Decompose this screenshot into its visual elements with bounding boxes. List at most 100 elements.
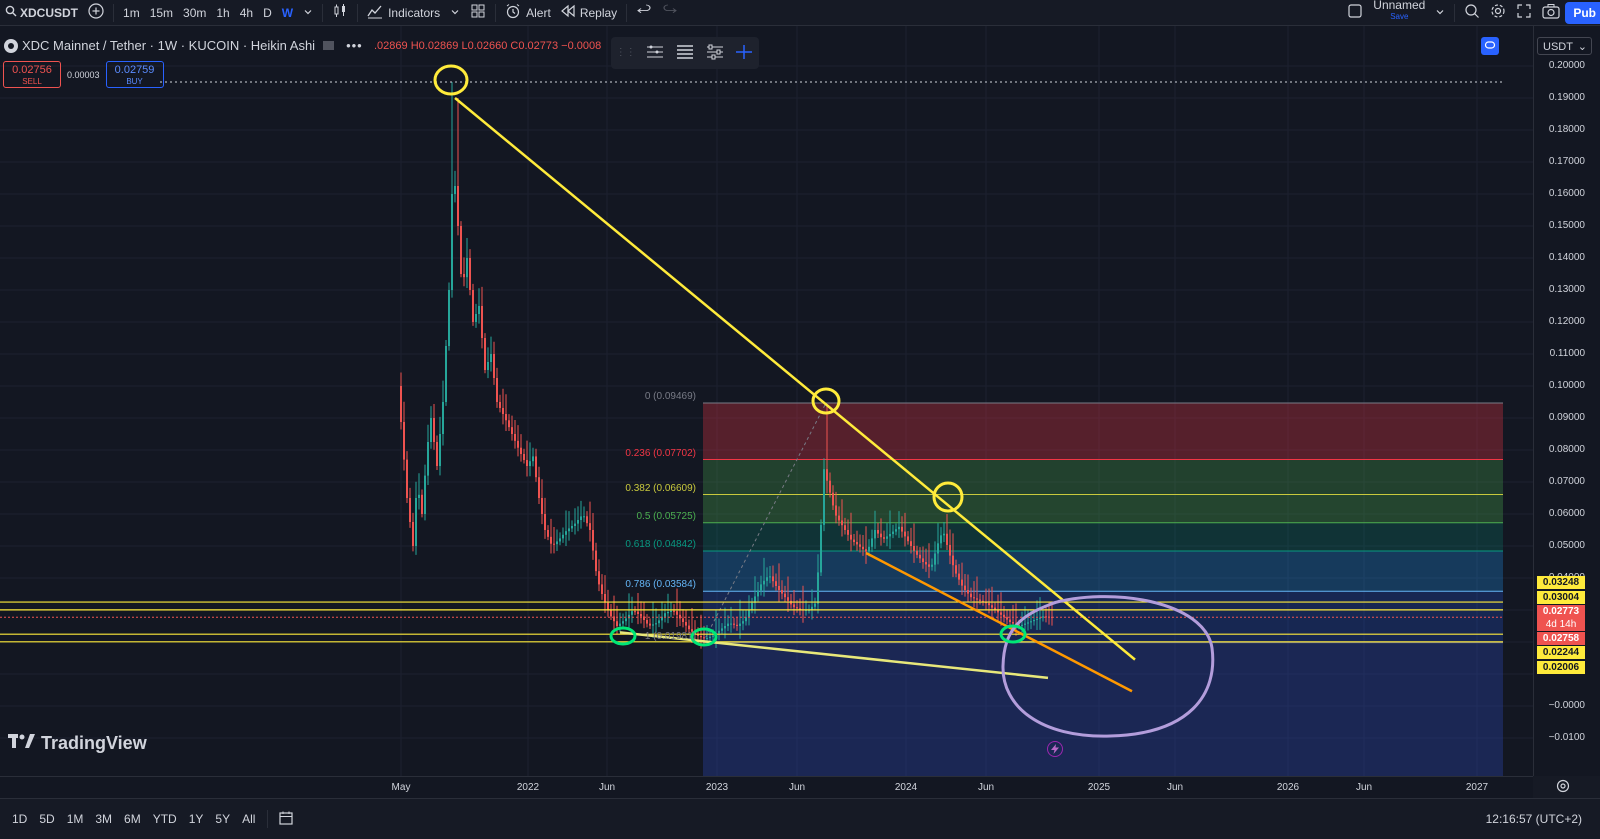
candle-body [583, 516, 585, 518]
clock[interactable]: 12:16:57 (UTC+2) [1485, 812, 1582, 826]
candle-body [760, 584, 762, 591]
candle-body [442, 402, 444, 434]
range-1d[interactable]: 1D [12, 812, 28, 826]
candle-body [595, 550, 597, 572]
range-3m[interactable]: 3M [95, 812, 113, 826]
candle-body [844, 525, 846, 530]
range-5d[interactable]: 5D [39, 812, 55, 826]
fullscreen-button[interactable] [1511, 0, 1537, 25]
divider [113, 3, 115, 22]
candle-body [979, 599, 981, 601]
crosshair-icon[interactable] [734, 44, 754, 63]
candle-body [748, 610, 750, 618]
lines-icon[interactable] [675, 44, 695, 63]
price-tick-label: 0.12000 [1548, 316, 1585, 327]
symbol-legend[interactable]: XDC Mainnet / Tether · 1W · KUCOIN · Hei… [4, 38, 363, 53]
quick-search-button[interactable] [1459, 0, 1485, 25]
fib-level-label: 0.5 (0.05725) [636, 510, 697, 522]
redo-button[interactable] [657, 0, 683, 25]
candle-body [865, 549, 867, 552]
eye-icon[interactable] [323, 41, 335, 50]
range-6m[interactable]: 6M [124, 812, 141, 826]
fib-settings-icon[interactable] [705, 44, 725, 63]
replay-button[interactable]: Replay [556, 0, 622, 25]
templates-button[interactable] [465, 0, 491, 25]
auto-scale-button[interactable] [1481, 37, 1499, 55]
price-tick-label: 0.11000 [1549, 348, 1585, 359]
time-axis-settings-button[interactable] [1556, 779, 1570, 796]
tf-1h[interactable]: 1h [216, 5, 230, 20]
fib-level-label: 0.786 (0.03584) [625, 579, 696, 591]
candle-body [793, 604, 795, 608]
indicators-label: Indicators [388, 5, 441, 20]
layout-dropdown[interactable] [1430, 0, 1450, 25]
tf-30m[interactable]: 30m [183, 5, 207, 20]
candle-body [856, 542, 858, 545]
bottom-toolbar: 1D 5D 1M 3M 6M YTD 1Y 5Y All 12:16:57 (U… [0, 798, 1600, 839]
drag-handle-icon[interactable]: ⋮⋮ [615, 47, 636, 58]
tradingview-logo: TradingView [8, 733, 147, 754]
candle-body [517, 440, 519, 448]
candle-body [949, 544, 951, 556]
tf-1m[interactable]: 1m [123, 5, 140, 20]
more-icon[interactable]: ••• [346, 38, 363, 53]
candle-body [877, 530, 879, 534]
candle-body [826, 469, 828, 481]
tf-4h[interactable]: 4h [239, 5, 254, 20]
currency-select[interactable]: USDT ⌄ [1537, 37, 1592, 55]
tf-15m[interactable]: 15m [149, 5, 174, 20]
candle-body [484, 338, 486, 370]
candle-body [682, 618, 684, 622]
sell-button[interactable]: 0.02756 SELL [3, 61, 61, 88]
range-1m[interactable]: 1M [66, 812, 84, 826]
candle-body [901, 526, 903, 532]
compare-add-button[interactable] [83, 0, 109, 25]
time-axis[interactable]: May 2022 Jun 2023 Jun 2024 Jun 2025 Jun 2026 Jun 20… [0, 776, 1533, 799]
layout-select-button[interactable] [1342, 0, 1368, 25]
candle-body [667, 612, 669, 614]
price-tick-label: 0.05000 [1548, 540, 1585, 551]
layout-name[interactable]: Unnamed Save [1368, 0, 1430, 25]
range-ytd[interactable]: YTD [152, 812, 177, 826]
chart-type-button[interactable] [327, 0, 353, 25]
candle-body [808, 610, 810, 611]
tf-d[interactable]: D [263, 5, 272, 20]
chart-pane[interactable]: 0 (0.09469) 0.236 (0.07702) 0.382 (0.06609… [0, 26, 1533, 776]
price-tick-label: 0.15000 [1548, 220, 1585, 231]
range-all[interactable]: All [242, 812, 256, 826]
candle-body [568, 528, 570, 532]
fib-level-label: 0 (0.09469) [644, 390, 696, 402]
symbol-name: XDCUSDT [20, 5, 79, 20]
fib-retracement [702, 402, 1503, 776]
chart-canvas[interactable] [0, 26, 1533, 776]
undo-button[interactable] [631, 0, 657, 25]
candle-body [976, 598, 978, 600]
publish-button[interactable]: Pub [1565, 1, 1600, 24]
candle-body [712, 635, 714, 637]
buy-button[interactable]: 0.02759 BUY [105, 61, 164, 88]
divider [322, 3, 324, 22]
tf-w[interactable]: W [281, 5, 294, 20]
candle-body [487, 362, 489, 370]
candle-body [778, 586, 780, 590]
settings-button[interactable] [1485, 0, 1511, 25]
indicators-dropdown[interactable] [445, 0, 465, 25]
symbol-search[interactable]: XDCUSDT [0, 0, 83, 25]
time-tick-label: May [391, 782, 411, 793]
candle-body [916, 550, 918, 555]
snapshot-button[interactable] [1537, 0, 1565, 25]
lightning-icon[interactable] [1047, 741, 1063, 757]
candle-body [922, 558, 924, 562]
candle-body [859, 544, 861, 547]
redo-icon [662, 3, 678, 22]
fib-trend-line [702, 402, 827, 643]
range-1y[interactable]: 1Y [188, 812, 204, 826]
range-5y[interactable]: 5Y [215, 812, 231, 826]
candle-body [898, 526, 900, 530]
line-style-icon[interactable] [645, 44, 665, 63]
timeframe-dropdown[interactable] [298, 0, 318, 25]
date-range-button[interactable] [278, 810, 294, 829]
indicators-button[interactable]: Indicators [362, 0, 445, 25]
top-toolbar: XDCUSDT 1m 15m 30m 1h 4h D W Indicators … [0, 0, 1600, 26]
alert-button[interactable]: Alert [500, 0, 556, 25]
